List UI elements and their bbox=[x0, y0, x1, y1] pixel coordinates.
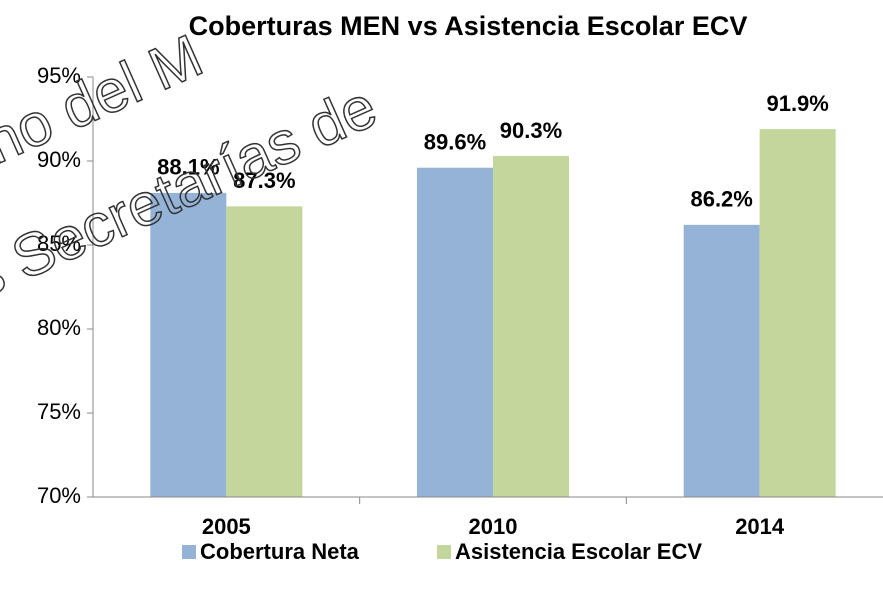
value-label: 86.2% bbox=[690, 187, 752, 212]
legend-swatch bbox=[182, 545, 196, 559]
bar bbox=[417, 167, 493, 497]
value-label: 89.6% bbox=[424, 130, 486, 155]
bar bbox=[150, 192, 227, 498]
x-tick-label: 2014 bbox=[735, 514, 785, 539]
bar bbox=[493, 155, 569, 497]
bar bbox=[759, 129, 836, 497]
x-tick-label: 2005 bbox=[202, 514, 251, 539]
y-tick-label: 70% bbox=[37, 483, 81, 508]
value-label: 87.3% bbox=[233, 168, 295, 193]
value-label: 90.3% bbox=[500, 118, 562, 143]
value-label: 91.9% bbox=[766, 91, 828, 116]
x-tick-label: 2010 bbox=[469, 514, 518, 539]
chart-title: Coberturas MEN vs Asistencia Escolar ECV bbox=[189, 11, 748, 41]
y-tick-label: 95% bbox=[37, 63, 81, 88]
bar bbox=[226, 206, 303, 498]
y-tick-label: 85% bbox=[37, 231, 81, 256]
value-label: 88.1% bbox=[157, 155, 219, 180]
y-tick-label: 90% bbox=[37, 147, 81, 172]
legend-label: Asistencia Escolar ECV bbox=[455, 539, 702, 564]
y-tick-label: 80% bbox=[37, 315, 81, 340]
bar bbox=[683, 224, 760, 497]
y-tick-label: 75% bbox=[37, 399, 81, 424]
legend-label: Cobertura Neta bbox=[200, 539, 360, 564]
legend-swatch bbox=[437, 545, 451, 559]
